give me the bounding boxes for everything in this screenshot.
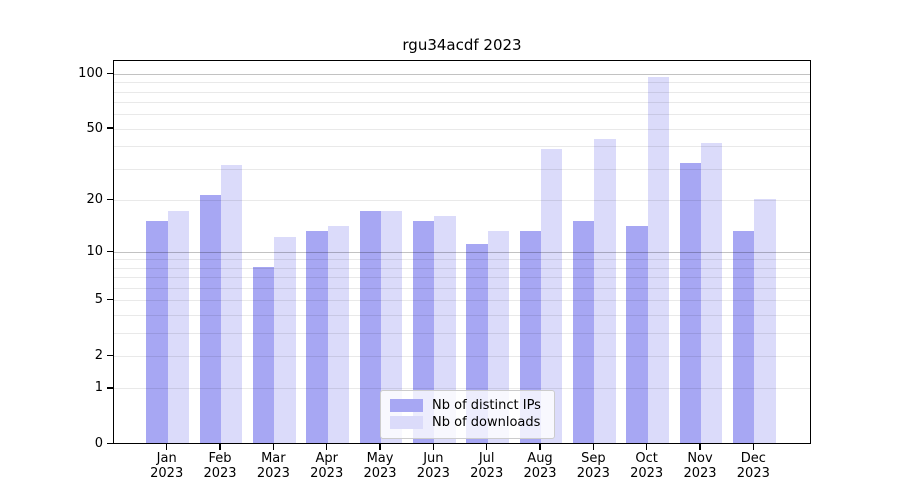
legend-label-downloads: Nb of downloads [432,415,541,430]
bar-nb-of-downloads-nov [701,143,723,443]
bar-nb-of-distinct-ips-sep [573,220,595,443]
x-tick-label-oct: Oct 2023 [630,450,664,481]
bar-nb-of-downloads-apr [327,225,349,443]
bar-nb-of-distinct-ips-dec [733,231,755,443]
x-tick-mark-aug [539,443,541,450]
bar-nb-of-distinct-ips-may [359,211,382,443]
bar-nb-of-downloads-may [381,211,403,443]
y-tick-label-20: 20 [86,191,103,207]
y-tick-label-100: 100 [78,65,103,81]
bar-nb-of-downloads-mar [274,237,296,443]
bar-nb-of-downloads-feb [221,165,243,443]
x-tick-label-may: May 2023 [363,450,397,481]
x-tick-label-sep: Sep 2023 [576,450,610,481]
gridline-5 [114,300,810,302]
gridline-70 [114,102,810,104]
x-tick-mark-mar [272,443,274,450]
legend-swatch-distinct-ips [390,399,423,412]
gridline-10 [114,251,810,253]
x-tick-mark-may [379,443,381,450]
y-tick-label-1: 1 [94,380,103,396]
x-tick-label-jun: Jun 2023 [416,450,450,481]
gridline-20 [114,199,810,201]
gridlines-layer [114,61,810,443]
gridline-7 [114,277,810,279]
x-tick-label-nov: Nov 2023 [683,450,717,481]
x-tick-mark-oct [646,443,648,450]
gridline-1 [114,388,810,390]
x-tick-label-dec: Dec 2023 [736,450,770,481]
bar-nb-of-downloads-sep [594,139,616,443]
y-tick-mark-1 [107,387,113,389]
legend-swatch-downloads [390,416,423,429]
y-tick-label-0: 0 [94,436,103,451]
bar-nb-of-downloads-aug [541,149,563,443]
y-tick-mark-5 [107,299,113,301]
bar-nb-of-distinct-ips-jan [146,220,168,443]
y-tick-mark-2 [107,354,113,357]
legend-label-distinct-ips: Nb of distinct IPs [432,398,541,413]
bar-nb-of-downloads-dec [754,198,776,443]
gridline-30 [114,168,810,170]
y-tick-mark-20 [107,198,113,200]
gridline-40 [114,146,810,148]
legend: Nb of distinct IPs Nb of downloads [380,390,555,439]
y-tick-label-5: 5 [94,292,103,308]
x-tick-label-mar: Mar 2023 [256,450,290,481]
x-tick-label-feb: Feb 2023 [203,450,237,481]
y-tick-mark-10 [107,250,113,252]
chart-title: rgu34acdf 2023 [402,36,522,54]
bar-nb-of-distinct-ips-mar [253,266,275,443]
bar-nb-of-downloads-jun [434,215,456,443]
y-tick-label-50: 50 [86,120,103,136]
legend-item-downloads: Nb of downloads [390,415,545,430]
gridline-6 [114,287,810,289]
gridline-60 [114,114,810,116]
plot-area [113,60,811,444]
y-tick-label-10: 10 [86,243,103,259]
x-tick-mark-nov [699,443,701,450]
x-tick-mark-jan [166,443,168,450]
gridline-8 [114,267,810,269]
x-tick-label-jan: Jan 2023 [150,450,184,481]
bar-nb-of-downloads-oct [647,76,669,443]
gridline-3 [114,332,810,334]
bar-nb-of-distinct-ips-jun [413,220,435,443]
bar-nb-of-distinct-ips-nov [679,162,701,443]
y-tick-label-2: 2 [94,347,103,363]
x-tick-mark-jul [486,443,488,450]
bar-nb-of-distinct-ips-feb [199,195,222,443]
x-tick-label-apr: Apr 2023 [310,450,344,481]
x-tick-mark-jun [432,443,434,450]
y-tick-mark-0 [107,442,113,445]
x-tick-label-jul: Jul 2023 [470,450,504,481]
gridline-9 [114,259,810,261]
bar-nb-of-downloads-jan [167,211,189,443]
y-tick-mark-50 [107,127,113,129]
legend-item-distinct-ips: Nb of distinct IPs [390,398,545,413]
x-tick-mark-sep [592,443,594,450]
x-tick-label-aug: Aug 2023 [523,450,557,481]
bar-nb-of-distinct-ips-oct [626,225,648,443]
gridline-50 [114,128,810,130]
bar-nb-of-distinct-ips-apr [306,231,328,443]
gridline-100 [114,73,810,75]
gridline-90 [114,82,810,84]
gridline-80 [114,91,810,93]
y-tick-mark-100 [107,72,113,74]
x-tick-mark-feb [219,443,221,450]
x-tick-mark-apr [326,443,328,450]
gridline-4 [114,314,810,316]
x-tick-mark-dec [752,443,754,450]
gridline-2 [114,355,810,357]
